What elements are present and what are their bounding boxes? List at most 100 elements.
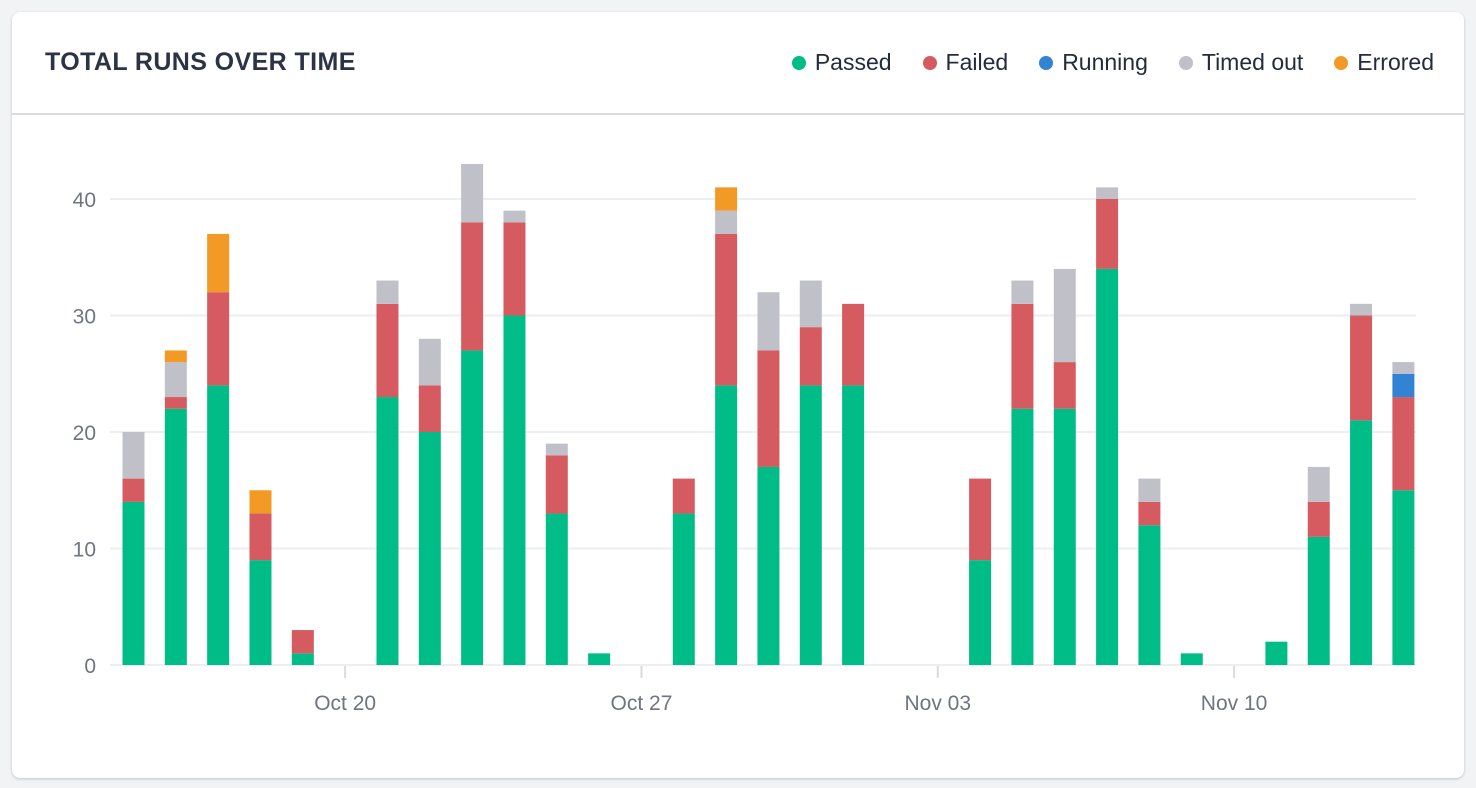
y-axis-label: 30 bbox=[73, 306, 96, 329]
legend: Passed Failed Running Timed out Errored bbox=[791, 49, 1434, 76]
bar-segment-failed bbox=[969, 478, 992, 561]
chart-card: TOTAL RUNS OVER TIME Passed Failed Running… bbox=[12, 12, 1464, 778]
legend-swatch-running bbox=[1039, 55, 1054, 70]
bar-segment-failed bbox=[1392, 397, 1415, 491]
legend-swatch-errored bbox=[1334, 55, 1349, 70]
legend-item-running[interactable]: Running bbox=[1039, 49, 1148, 76]
bar-segment-timed-out bbox=[1053, 268, 1076, 363]
bar-segment-timed-out bbox=[715, 210, 738, 234]
y-axis-label: 10 bbox=[73, 539, 96, 562]
bar-segment-errored bbox=[207, 233, 230, 293]
bar-segment-passed bbox=[545, 513, 568, 665]
bar-segment-errored bbox=[715, 187, 738, 211]
legend-item-errored[interactable]: Errored bbox=[1334, 49, 1434, 76]
bar-segment-passed bbox=[249, 560, 272, 665]
bar-segment-failed bbox=[122, 478, 145, 502]
legend-item-timed-out[interactable]: Timed out bbox=[1178, 49, 1304, 76]
bar-segment-passed bbox=[291, 653, 314, 665]
x-axis-label: Nov 03 bbox=[904, 692, 971, 715]
bar-segment-timed-out bbox=[418, 338, 441, 386]
bar-segment-failed bbox=[291, 630, 314, 654]
legend-label: Timed out bbox=[1201, 49, 1304, 75]
bar-segment-failed bbox=[503, 222, 526, 316]
legend-item-failed[interactable]: Failed bbox=[922, 49, 1009, 76]
chart-svg: 0 10 20 30 40 Oct 20 Oct 27 Nov 03 Nov 10 bbox=[73, 164, 1416, 715]
x-axis-label: Oct 20 bbox=[314, 692, 376, 715]
bar-segment-failed bbox=[376, 303, 399, 398]
bar-segment-passed bbox=[969, 560, 992, 665]
legend-label: Running bbox=[1062, 49, 1148, 75]
legend-swatch-timed-out bbox=[1178, 55, 1193, 70]
bar-segment-failed bbox=[249, 513, 272, 561]
bar-segment-passed bbox=[1096, 268, 1119, 665]
bar-segment-passed bbox=[376, 397, 399, 665]
bar-segment-passed bbox=[1307, 536, 1330, 665]
bar-segment-failed bbox=[715, 233, 738, 386]
y-axis-label: 40 bbox=[73, 189, 96, 212]
bar-segment-failed bbox=[461, 222, 484, 351]
bar-segment-timed-out bbox=[376, 280, 399, 304]
chart-area: 0 10 20 30 40 Oct 20 Oct 27 Nov 03 Nov 10 bbox=[12, 115, 1464, 778]
bar-segment-passed bbox=[207, 385, 230, 665]
bar-segment-failed bbox=[799, 327, 822, 386]
legend-swatch-failed bbox=[922, 55, 937, 70]
bar-segment-errored bbox=[164, 350, 187, 363]
x-axis-label: Oct 27 bbox=[611, 692, 673, 715]
bar-segment-timed-out bbox=[757, 292, 780, 351]
legend-label: Passed bbox=[814, 49, 892, 75]
bar-segment-failed bbox=[207, 292, 230, 386]
bar-segment-timed-out bbox=[122, 432, 145, 479]
bar-segment-failed bbox=[164, 397, 187, 409]
bar-segment-passed bbox=[757, 466, 780, 665]
bar-segment-timed-out bbox=[164, 362, 187, 398]
bar-segment-passed bbox=[418, 432, 441, 665]
bar-segment-passed bbox=[164, 408, 187, 665]
bar-segment-passed bbox=[588, 653, 611, 665]
bar-segment-timed-out bbox=[1011, 280, 1034, 304]
y-axis-label: 20 bbox=[73, 422, 96, 445]
bar-segment-passed bbox=[461, 350, 484, 665]
bar-segment-passed bbox=[503, 315, 526, 665]
bar-segment-timed-out bbox=[799, 280, 822, 328]
bar-segment-failed bbox=[545, 455, 568, 514]
bar-segment-passed bbox=[672, 513, 695, 665]
x-axis-label: Nov 10 bbox=[1201, 692, 1268, 715]
bar-segment-failed bbox=[1350, 315, 1373, 421]
bar-segment-failed bbox=[1138, 501, 1161, 526]
bar-segment-failed bbox=[1307, 501, 1330, 537]
bar-segment-passed bbox=[1265, 641, 1288, 665]
bar-segment-passed bbox=[1011, 408, 1034, 665]
bar-segment-timed-out bbox=[545, 443, 568, 456]
bar-segment-passed bbox=[799, 385, 822, 665]
bar-segment-failed bbox=[1011, 303, 1034, 409]
legend-item-passed[interactable]: Passed bbox=[791, 49, 892, 76]
bar-segment-failed bbox=[1096, 199, 1119, 269]
bar-segment-failed bbox=[672, 478, 695, 514]
bar-segment-timed-out bbox=[503, 210, 526, 223]
bar-segment-passed bbox=[715, 385, 738, 665]
bar-segment-timed-out bbox=[1096, 187, 1119, 199]
bar-segment-errored bbox=[249, 490, 272, 514]
bar-segment-passed bbox=[1053, 408, 1076, 665]
bar-segment-timed-out bbox=[1392, 362, 1415, 374]
bar-segment-passed bbox=[1180, 653, 1203, 665]
bar-segment-running bbox=[1392, 373, 1415, 398]
bar-segment-timed-out bbox=[461, 164, 484, 223]
legend-swatch-passed bbox=[791, 55, 806, 70]
chart-title: TOTAL RUNS OVER TIME bbox=[45, 48, 356, 76]
bar-segment-passed bbox=[1350, 420, 1373, 665]
legend-label: Errored bbox=[1357, 49, 1434, 75]
bar-segment-failed bbox=[757, 350, 780, 467]
bar-segment-timed-out bbox=[1350, 303, 1373, 316]
bar-segment-timed-out bbox=[1307, 466, 1330, 502]
bar-segment-passed bbox=[1392, 490, 1415, 665]
bar-segment-failed bbox=[418, 385, 441, 432]
bar-segment-failed bbox=[1053, 362, 1076, 409]
bar-segment-failed bbox=[842, 303, 865, 386]
bar-segment-timed-out bbox=[1138, 478, 1161, 502]
bar-segment-passed bbox=[122, 501, 145, 665]
bar-segment-passed bbox=[1138, 525, 1161, 665]
legend-label: Failed bbox=[945, 49, 1009, 75]
bar-segment-passed bbox=[842, 385, 865, 665]
card-header: TOTAL RUNS OVER TIME Passed Failed Running… bbox=[12, 12, 1464, 115]
